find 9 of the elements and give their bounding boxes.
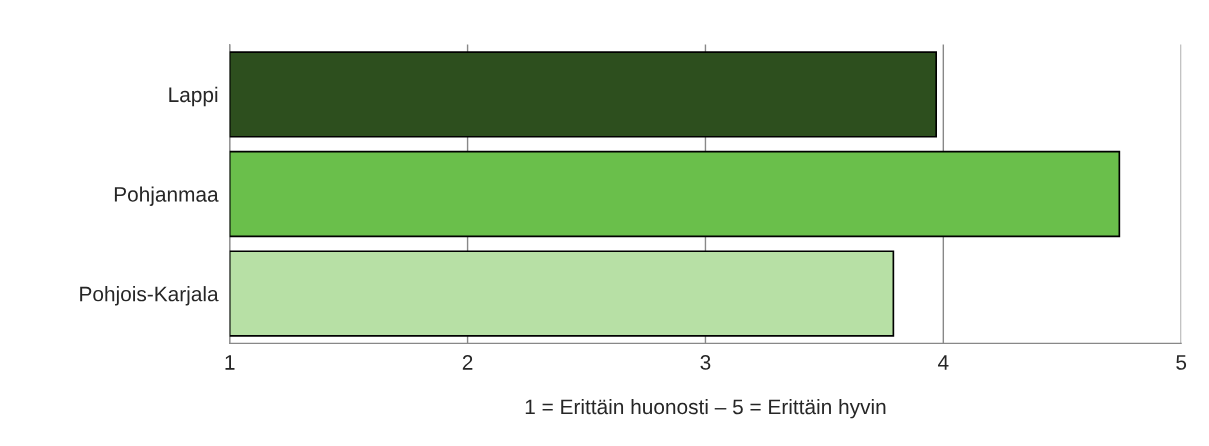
x-tick-label: 5 [1176,355,1187,370]
x-tick-label: 4 [938,355,949,370]
y-tick-label: Pohjanmaa [114,186,219,206]
x-tick-label: 1 [225,355,235,370]
x-tick-label: 2 [462,355,473,370]
y-tick-label: Lappi [169,86,218,107]
x-tick-label: 3 [700,355,711,370]
y-tick-label: Pohjois-Karjala [80,286,219,306]
x-axis-title: 1 = Erittäin huonosti – 5 = Erittäin hyvin [525,398,886,419]
